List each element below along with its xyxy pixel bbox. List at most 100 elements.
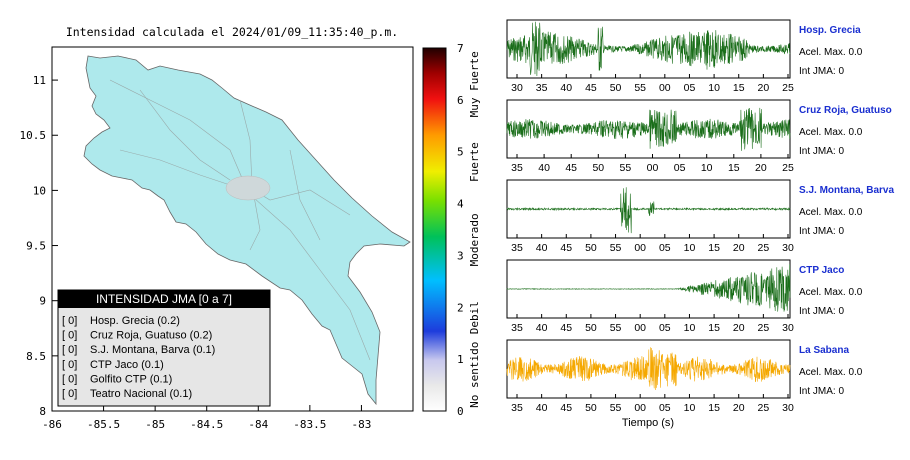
colorbar-category-label: Fuerte bbox=[468, 142, 481, 182]
seismogram-trace bbox=[506, 187, 791, 234]
seismogram-panel: 35 40 45 50 55 00 05 10 15 20 25 30 La Sabana Acel. M… bbox=[506, 339, 863, 414]
legend-header bbox=[58, 290, 270, 308]
seismogram-tick-label: 35 bbox=[536, 82, 548, 94]
seismogram-tick-label: 15 bbox=[728, 162, 740, 174]
seismogram-tick-label: 50 bbox=[585, 242, 597, 254]
legend-bracket: [ 0] bbox=[62, 315, 77, 327]
colorbar-categories: Muy Fuerte Fuerte Moderado Debil No sentido bbox=[468, 51, 481, 408]
seismogram-tick-label: 45 bbox=[585, 82, 597, 94]
station-intensity: Int JMA: 0 bbox=[799, 386, 844, 397]
seismogram-tick-label: 45 bbox=[565, 162, 577, 174]
colorbar-category-label: Debil bbox=[468, 301, 481, 334]
map-y-axis: 11 10.5 10 9.5 9 8.5 8 bbox=[20, 74, 58, 418]
map-y-tick-label: 8.5 bbox=[26, 350, 46, 363]
legend-title: INTENSIDAD JMA [0 a 7] bbox=[96, 292, 232, 306]
seismogram-tick-label: 30 bbox=[782, 402, 794, 414]
legend-frame bbox=[57, 289, 271, 407]
legend-rows: [ 0] Hosp. Grecia (0.2) [ 0] Cruz Roja, Gua… bbox=[62, 315, 215, 400]
seismogram-tick-label: 10 bbox=[701, 162, 713, 174]
station-intensity: Int JMA: 0 bbox=[799, 66, 844, 77]
legend-bracket: [ 0] bbox=[62, 359, 77, 371]
colorbar-tick-label: 2 bbox=[457, 301, 464, 314]
seismogram-tick-label: 15 bbox=[708, 242, 720, 254]
map-y-tick-label: 10 bbox=[33, 184, 46, 197]
seismogram-tick-label: 50 bbox=[592, 162, 604, 174]
legend-station-label: Golfito CTP (0.1) bbox=[90, 373, 172, 385]
station-intensity: Int JMA: 0 bbox=[799, 306, 844, 317]
seismogram-panel: 30 35 40 45 50 55 00 05 10 15 20 25 Hosp. Grecia Acel… bbox=[506, 19, 863, 94]
seismogram-panel: 35 40 45 50 55 00 05 10 15 20 25 30 CTP Jaco Acel. Ma… bbox=[506, 259, 863, 334]
seismogram-tick-label: 10 bbox=[684, 242, 696, 254]
seismogram-tick-label: 40 bbox=[538, 162, 550, 174]
legend-bracket: [ 0] bbox=[62, 388, 77, 400]
seismogram-tick-label: 40 bbox=[536, 242, 548, 254]
seismogram-panel: 35 40 45 50 55 00 05 10 15 20 25 Cruz Roja, Guatuso… bbox=[506, 99, 892, 174]
seismogram-tick-label: 30 bbox=[511, 82, 523, 94]
seismogram-tick-label: 00 bbox=[659, 82, 671, 94]
seismogram-trace bbox=[506, 264, 791, 312]
legend-station-label: Teatro Nacional (0.1) bbox=[90, 388, 192, 400]
seismogram-trace bbox=[506, 107, 791, 151]
seismogram-tick-label: 35 bbox=[511, 162, 523, 174]
seismogram-tick-label: 25 bbox=[758, 322, 770, 334]
colorbar-tick-label: 0 bbox=[457, 405, 464, 418]
map-x-tick-label: -85 bbox=[145, 418, 165, 431]
colorbar-tick-label: 7 bbox=[457, 42, 464, 55]
map-x-tick-label: -86 bbox=[42, 418, 62, 431]
seismogram-tick-label: 45 bbox=[560, 322, 572, 334]
seismogram-tick-label: 20 bbox=[733, 402, 745, 414]
map-y-tick-label: 9.5 bbox=[26, 240, 46, 253]
seismogram-tick-label: 25 bbox=[782, 162, 794, 174]
seismogram-tick-label: 30 bbox=[782, 242, 794, 254]
legend-bracket: [ 0] bbox=[62, 373, 77, 385]
legend-bracket: [ 0] bbox=[62, 330, 77, 342]
seismogram-tick-label: 45 bbox=[560, 242, 572, 254]
seismogram-tick-label: 05 bbox=[659, 242, 671, 254]
intensity-legend: INTENSIDAD JMA [0 a 7] [ 0] Hosp. Grecia … bbox=[57, 289, 271, 407]
station-acceleration: Acel. Max. 0.0 bbox=[799, 367, 863, 378]
colorbar-category-label: Muy Fuerte bbox=[468, 51, 481, 117]
map-x-tick-label: -84 bbox=[248, 418, 268, 431]
station-acceleration: Acel. Max. 0.0 bbox=[799, 207, 863, 218]
colorbar-category-label: Moderado bbox=[468, 213, 481, 266]
seismogram-tick-label: 15 bbox=[708, 402, 720, 414]
seismogram-tick-label: 45 bbox=[560, 402, 572, 414]
map-x-axis: -86 -85.5 -85 -84.5 -84 -83.5 -83 bbox=[42, 405, 371, 431]
map-urban-cluster bbox=[225, 175, 271, 201]
colorbar-tick-label: 1 bbox=[457, 353, 464, 366]
seismogram-tick-label: 15 bbox=[733, 82, 745, 94]
station-acceleration: Acel. Max. 0.0 bbox=[799, 287, 863, 298]
seismogram-tick-label: 05 bbox=[659, 322, 671, 334]
seismogram-tick-label: 55 bbox=[610, 322, 622, 334]
colorbar-scale bbox=[422, 47, 447, 412]
seismogram-trace bbox=[506, 347, 791, 391]
map-y-tick-label: 10.5 bbox=[20, 129, 47, 142]
seismogram-tick-label: 20 bbox=[755, 162, 767, 174]
seismogram-tick-label: 00 bbox=[634, 322, 646, 334]
colorbar-tick-label: 6 bbox=[457, 94, 464, 107]
seismograms: 30 35 40 45 50 55 00 05 10 15 20 25 Hosp. Grecia Acel… bbox=[506, 19, 894, 414]
map-title: Intensidad calculada el 2024/01/09_11:35… bbox=[66, 25, 398, 39]
map-x-tick-label: -84.5 bbox=[190, 418, 223, 431]
seismogram-tick-label: 10 bbox=[708, 82, 720, 94]
seismogram-tick-label: 00 bbox=[634, 242, 646, 254]
seismogram-tick-label: 50 bbox=[585, 402, 597, 414]
map-y-tick-label: 9 bbox=[39, 295, 46, 308]
legend-station-label: Cruz Roja, Guatuso (0.2) bbox=[90, 330, 212, 342]
seismogram-tick-label: 05 bbox=[674, 162, 686, 174]
seismogram-tick-label: 20 bbox=[733, 242, 745, 254]
seismogram-tick-label: 10 bbox=[684, 322, 696, 334]
seismogram-tick-label: 05 bbox=[659, 402, 671, 414]
station-intensity: Int JMA: 0 bbox=[799, 146, 844, 157]
seismogram-tick-label: 55 bbox=[610, 242, 622, 254]
seismogram-tick-label: 55 bbox=[634, 82, 646, 94]
time-axis-label: Tiempo (s) bbox=[622, 417, 674, 429]
seismogram-tick-label: 00 bbox=[647, 162, 659, 174]
seismogram-tick-label: 15 bbox=[708, 322, 720, 334]
seismogram-tick-label: 05 bbox=[684, 82, 696, 94]
seismogram-tick-label: 00 bbox=[634, 402, 646, 414]
seismogram-tick-label: 35 bbox=[511, 322, 523, 334]
station-name: La Sabana bbox=[799, 345, 849, 356]
seismogram-tick-label: 35 bbox=[511, 402, 523, 414]
